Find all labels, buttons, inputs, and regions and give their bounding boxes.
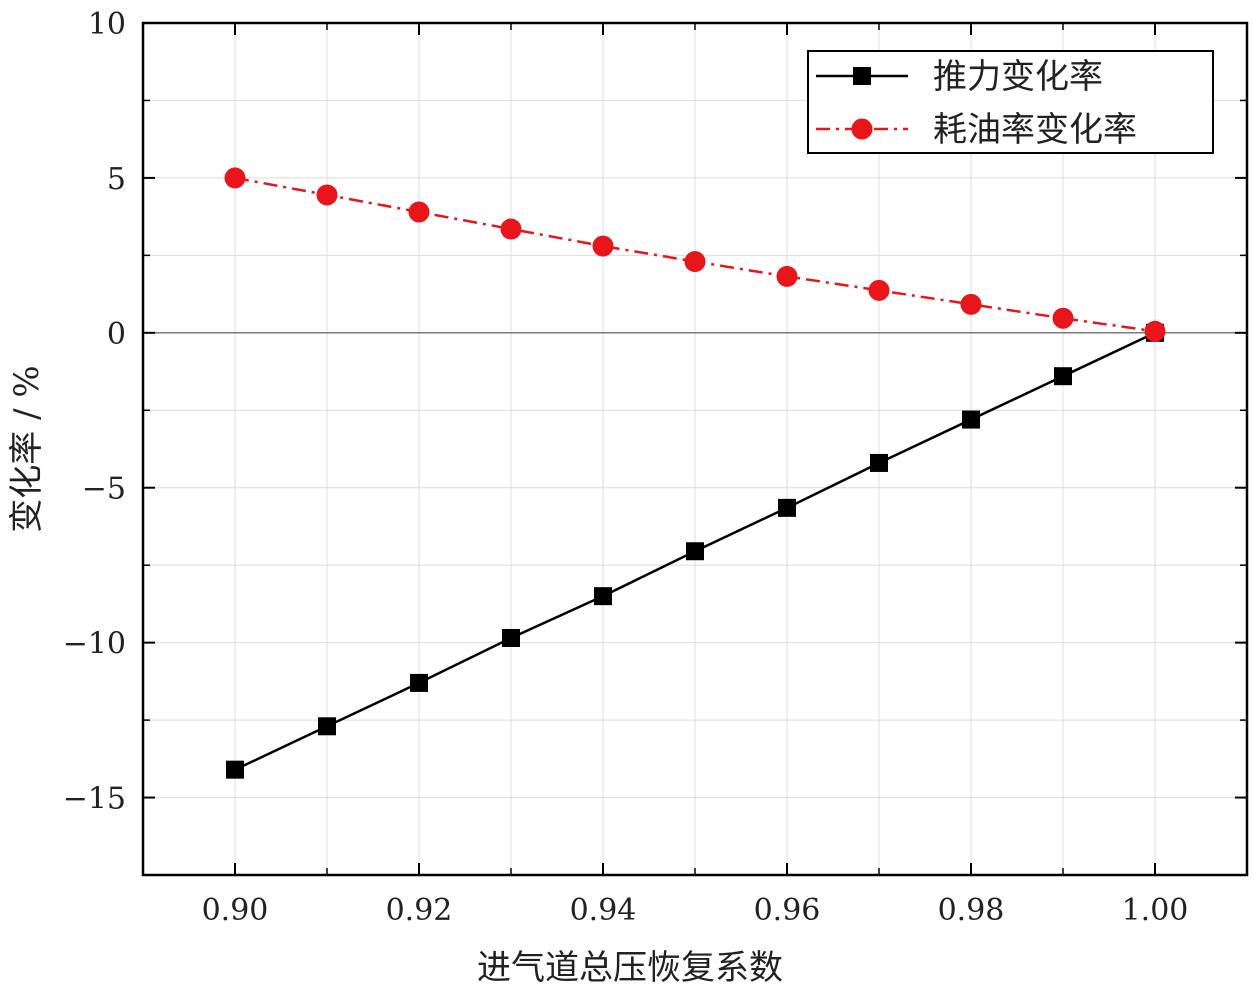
data-point-square	[686, 542, 704, 561]
data-point-square	[870, 453, 888, 472]
data-point-square	[502, 628, 520, 647]
legend-square-marker	[853, 67, 871, 85]
legend-circle-marker	[851, 118, 873, 140]
data-point-square	[778, 498, 796, 517]
data-point-circle	[408, 201, 430, 223]
data-point-circle	[1052, 307, 1074, 329]
x-tick-label: 0.92	[386, 893, 453, 928]
data-point-square	[1054, 367, 1072, 386]
data-point-square	[318, 717, 336, 736]
y-axis-title: 变化率 / %	[7, 365, 47, 532]
series-layer	[224, 167, 1166, 779]
y-tick-label: 0	[107, 317, 126, 352]
data-point-circle	[684, 251, 706, 273]
y-tick-label: 5	[107, 162, 126, 197]
data-point-square	[226, 760, 244, 779]
x-tick-label: 0.94	[570, 893, 637, 928]
data-point-square	[410, 673, 428, 692]
data-point-circle	[224, 167, 246, 189]
legend: 推力变化率 耗油率变化率	[807, 50, 1214, 154]
data-point-circle	[960, 293, 982, 315]
y-tick-label: 10	[88, 7, 126, 42]
y-tick-label: −10	[63, 627, 126, 662]
x-tick-label: 0.98	[938, 893, 1005, 928]
y-tick-label: −15	[63, 782, 126, 817]
data-point-circle	[592, 235, 614, 257]
x-tick-labels: 0.90 0.92 0.94 0.96 0.98 1.00	[202, 893, 1189, 928]
data-point-circle	[316, 184, 338, 206]
axis-ticks	[143, 22, 1247, 875]
x-axis-title: 进气道总压恢复系数	[477, 948, 783, 988]
data-point-circle	[1144, 320, 1166, 342]
legend-label-fuel: 耗油率变化率	[933, 110, 1137, 150]
x-tick-label: 0.96	[754, 893, 821, 928]
series-fuel	[224, 167, 1166, 342]
data-point-circle	[776, 265, 798, 287]
legend-box	[807, 50, 1214, 154]
legend-label-thrust: 推力变化率	[933, 57, 1103, 97]
legend-entry-fuel: 耗油率变化率	[816, 110, 1137, 150]
data-point-circle	[500, 218, 522, 240]
y-tick-label: −5	[82, 472, 126, 507]
data-point-square	[962, 410, 980, 429]
legend-entry-thrust: 推力变化率	[816, 57, 1103, 97]
data-point-circle	[868, 279, 890, 301]
y-tick-labels: 10 5 0 −5 −10 −15	[63, 7, 126, 817]
x-tick-label: 0.90	[202, 893, 269, 928]
x-tick-label: 1.00	[1122, 893, 1189, 928]
data-point-square	[594, 587, 612, 606]
